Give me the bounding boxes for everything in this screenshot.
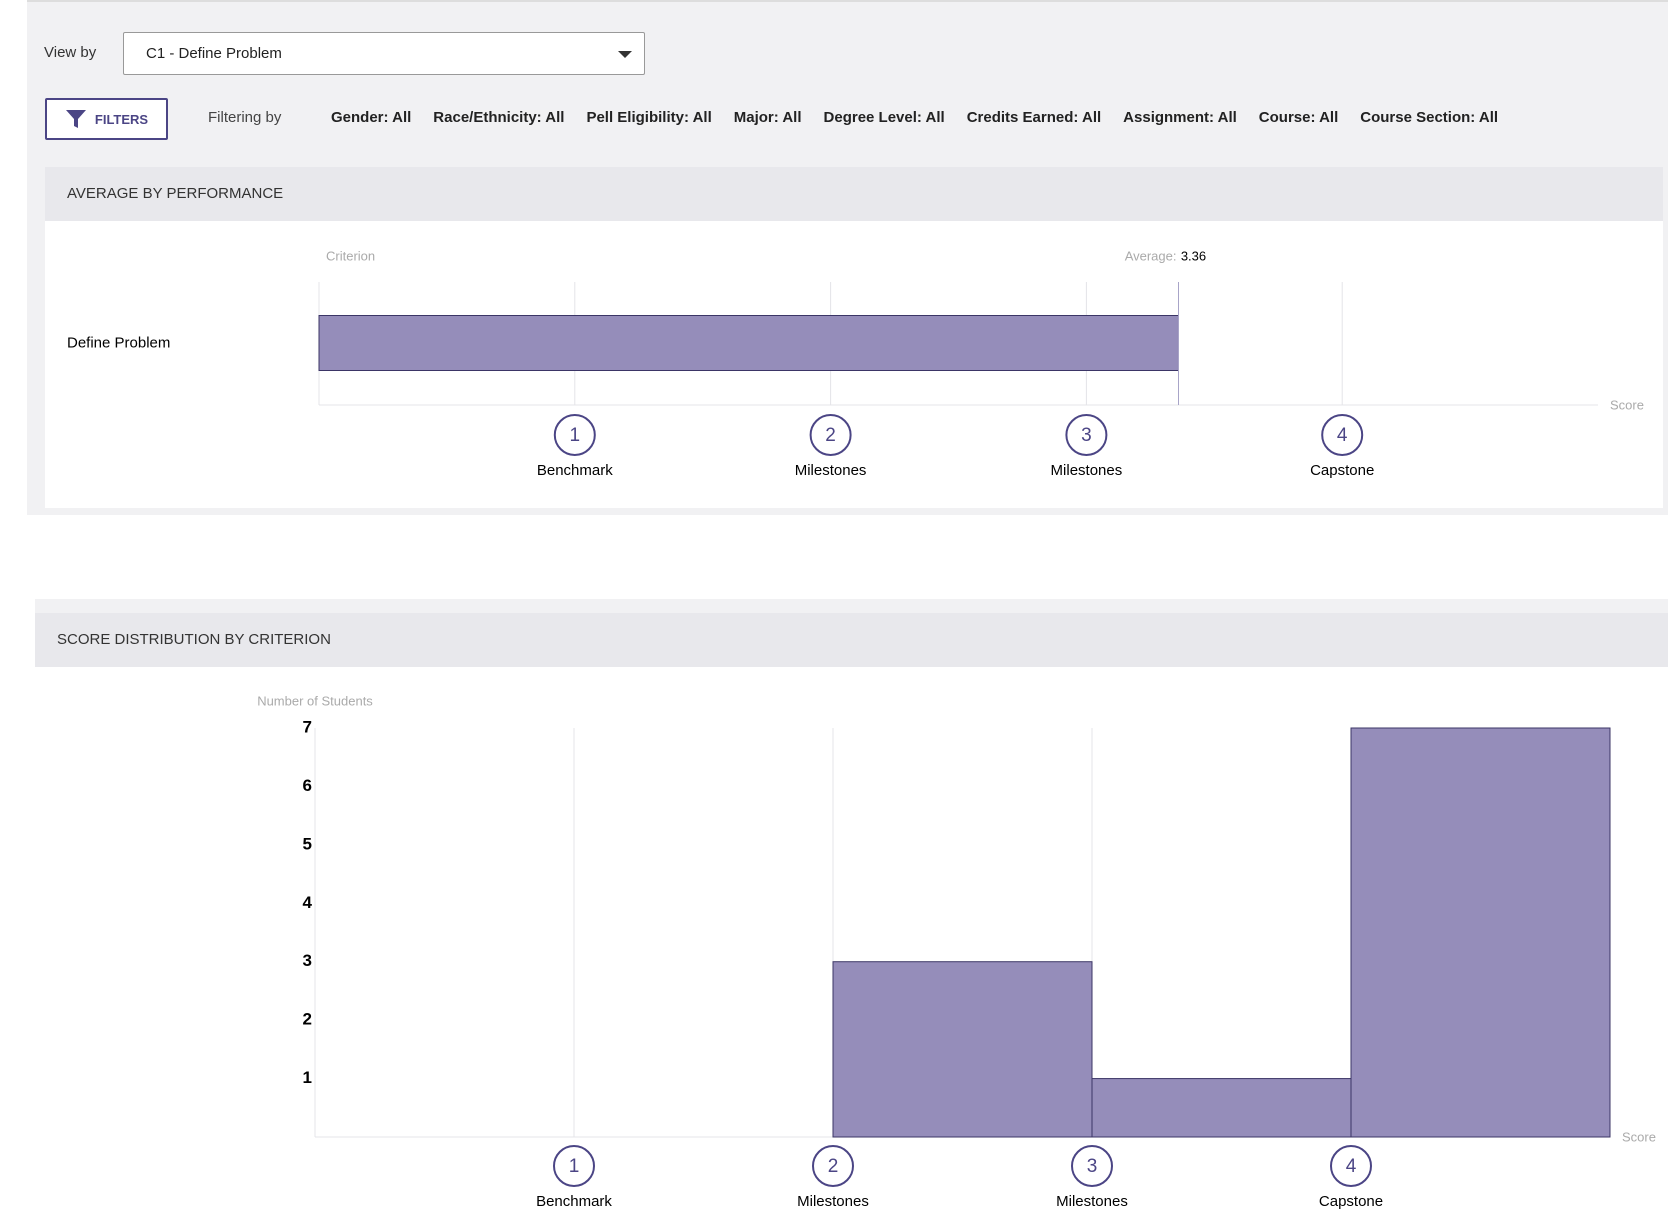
y-tick-label: 4 — [303, 893, 313, 912]
tick-circle — [1071, 1145, 1113, 1187]
filtering-label: Filtering by — [208, 109, 282, 126]
x-tick-label: 2 — [825, 425, 836, 446]
filter-item: Assignment: All — [1123, 109, 1237, 126]
x-tick-name: Milestones — [1056, 1193, 1128, 1210]
y-axis-label: Criterion — [326, 248, 375, 263]
filter-item: Major: All — [733, 109, 802, 126]
x-tick-name: Milestones — [797, 1193, 869, 1210]
histogram-bar — [1091, 1078, 1352, 1138]
tick-circle — [812, 1145, 854, 1187]
average-label: Average: — [1125, 248, 1177, 263]
tick-circle — [553, 414, 596, 456]
x-axis-label: Score — [1610, 397, 1644, 412]
histogram-bar — [832, 961, 1093, 1138]
tick-circle — [1065, 414, 1108, 456]
filter-item: Gender: All — [331, 109, 412, 126]
category-label: Define Problem — [67, 334, 170, 351]
x-tick-label: 3 — [1081, 425, 1092, 446]
filter-item: Course: All — [1258, 109, 1339, 126]
tick-circle — [553, 1145, 595, 1187]
x-tick-label: 4 — [1346, 1156, 1357, 1177]
filters-button[interactable]: FILTERS — [45, 98, 168, 140]
filter-item: Degree Level: All — [823, 109, 945, 126]
y-tick-label: 7 — [303, 717, 312, 736]
y-axis-label: Number of Students — [257, 693, 373, 708]
tick-circle — [1321, 414, 1364, 456]
panel-header — [35, 613, 1668, 667]
filters-button-text: FILTERS — [94, 111, 149, 127]
y-tick-label: 5 — [303, 834, 312, 853]
x-axis-label: Score — [1622, 1129, 1656, 1144]
filter-item: Race/Ethnicity: All — [433, 109, 565, 126]
panel-title: AVERAGE BY PERFORMANCE — [67, 185, 283, 202]
y-tick-label: 3 — [303, 951, 312, 970]
tick-circle — [809, 414, 852, 456]
x-tick-name: Milestones — [795, 462, 867, 479]
x-tick-label: 1 — [569, 1156, 580, 1177]
x-tick-label: 4 — [1337, 425, 1348, 446]
x-tick-label: 1 — [570, 425, 581, 446]
x-tick-name: Milestones — [1051, 462, 1123, 479]
y-tick-label: 2 — [303, 1010, 312, 1029]
x-tick-name: Benchmark — [537, 462, 613, 479]
panel-header — [45, 167, 1663, 221]
view-by-label: View by — [44, 44, 97, 61]
y-tick-label: 6 — [303, 776, 312, 795]
filter-item: Course Section: All — [1360, 109, 1499, 126]
x-tick-label: 2 — [828, 1156, 839, 1177]
view-by-select[interactable]: C1 - Define Problem — [123, 32, 645, 75]
bar — [318, 315, 1179, 371]
filter-item: Credits Earned: All — [966, 109, 1102, 126]
histogram-bar — [1350, 727, 1611, 1138]
x-tick-name: Capstone — [1310, 462, 1374, 479]
filter-list: Gender: All Race/Ethnicity: All Pell Eligi… — [331, 109, 1498, 126]
x-tick-name: Benchmark — [536, 1193, 612, 1210]
average-value: 3.36 — [1181, 248, 1206, 263]
x-tick-label: 3 — [1087, 1156, 1098, 1177]
x-tick-name: Capstone — [1319, 1193, 1383, 1210]
y-tick-label: 1 — [303, 1068, 312, 1087]
filter-icon — [65, 110, 86, 128]
filter-item: Pell Eligibility: All — [586, 109, 712, 126]
tick-circle — [1330, 1145, 1372, 1187]
panel-title: SCORE DISTRIBUTION BY CRITERION — [57, 631, 331, 648]
